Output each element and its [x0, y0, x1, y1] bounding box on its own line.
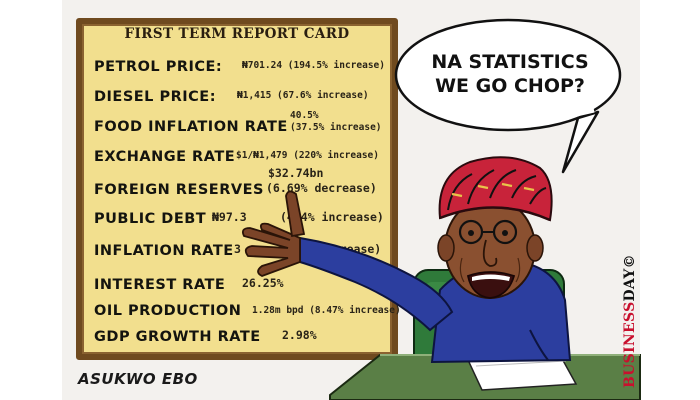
glasses-icon [458, 219, 518, 245]
artist-signature: ASUKWO EBO [78, 370, 198, 388]
row-foreign-reserves: FOREIGN RESERVES $32.74bn (6.69% decreas… [94, 167, 377, 199]
figure-head [437, 197, 544, 299]
row-value: ₦1,415 (67.6% increase) [237, 90, 369, 101]
speech-line-1: NA STATISTICS [431, 51, 589, 73]
row-value: 1.28m bpd (8.47% increase) [252, 305, 401, 316]
speech-line-2: WE GO CHOP? [435, 75, 585, 97]
cap-icon [438, 156, 553, 222]
row-value: ₦97.3 [212, 210, 247, 224]
papers [466, 354, 578, 391]
row-label: EXCHANGE RATE [94, 149, 236, 165]
row-value: $32.74bn [268, 166, 324, 180]
row-label: PUBLIC DEBT [94, 211, 207, 227]
report-card-title: FIRST TERM REPORT CARD [124, 26, 350, 42]
logo-part-1: BUSINESS [622, 301, 638, 388]
row-value: 40.5% [290, 110, 319, 121]
row-label: INTEREST RATE [94, 277, 226, 293]
row-public-debt: PUBLIC DEBT ₦97.3 (4.4% increase) [94, 208, 384, 228]
row-value: 26.25% [242, 276, 284, 290]
row-value: 2.98% [282, 328, 317, 342]
row-label: INFLATION RATE [94, 243, 234, 259]
row-value: ₦701.24 (194.5% increase) [242, 60, 385, 71]
businessday-logo: BUSINESSDAY© [622, 254, 638, 388]
row-label: DIESEL PRICE: [94, 89, 217, 105]
row-label: FOREIGN RESERVES [94, 182, 264, 198]
row-label: PETROL PRICE: [94, 59, 223, 75]
row-label: GDP GROWTH RATE [94, 329, 261, 345]
row-food-inflation: FOOD INFLATION RATE 40.5% (37.5% increas… [94, 110, 382, 135]
row-exchange-rate: EXCHANGE RATE $1/₦1,479 (220% increase) [94, 146, 379, 165]
logo-part-2: DAY© [622, 254, 638, 302]
row-value: $1/₦1,479 (220% increase) [236, 150, 379, 161]
speech-bubble [394, 18, 622, 174]
row-value-secondary: (4.4% increase) [280, 210, 384, 224]
row-gdp-growth: GDP GROWTH RATE 2.98% [94, 326, 317, 346]
report-card: FIRST TERM REPORT CARD PETROL PRICE: ₦70… [76, 18, 401, 360]
raised-hand [241, 190, 306, 277]
row-value: 3 [234, 242, 241, 256]
row-oil-production: OIL PRODUCTION 1.28m bpd (8.47% increase… [94, 300, 401, 319]
row-label: OIL PRODUCTION [94, 303, 242, 319]
row-value-secondary: (37.5% increase) [290, 122, 382, 133]
row-value-secondary: (6.69% decrease) [266, 181, 377, 195]
speech-bubble-text: NA STATISTICS WE GO CHOP? [410, 50, 610, 98]
row-interest-rate: INTEREST RATE 26.25% [94, 274, 284, 294]
row-diesel-price: DIESEL PRICE: ₦1,415 (67.6% increase) [94, 86, 369, 105]
row-petrol-price: PETROL PRICE: ₦701.24 (194.5% increase) [94, 56, 385, 75]
row-label: FOOD INFLATION RATE [94, 119, 288, 135]
